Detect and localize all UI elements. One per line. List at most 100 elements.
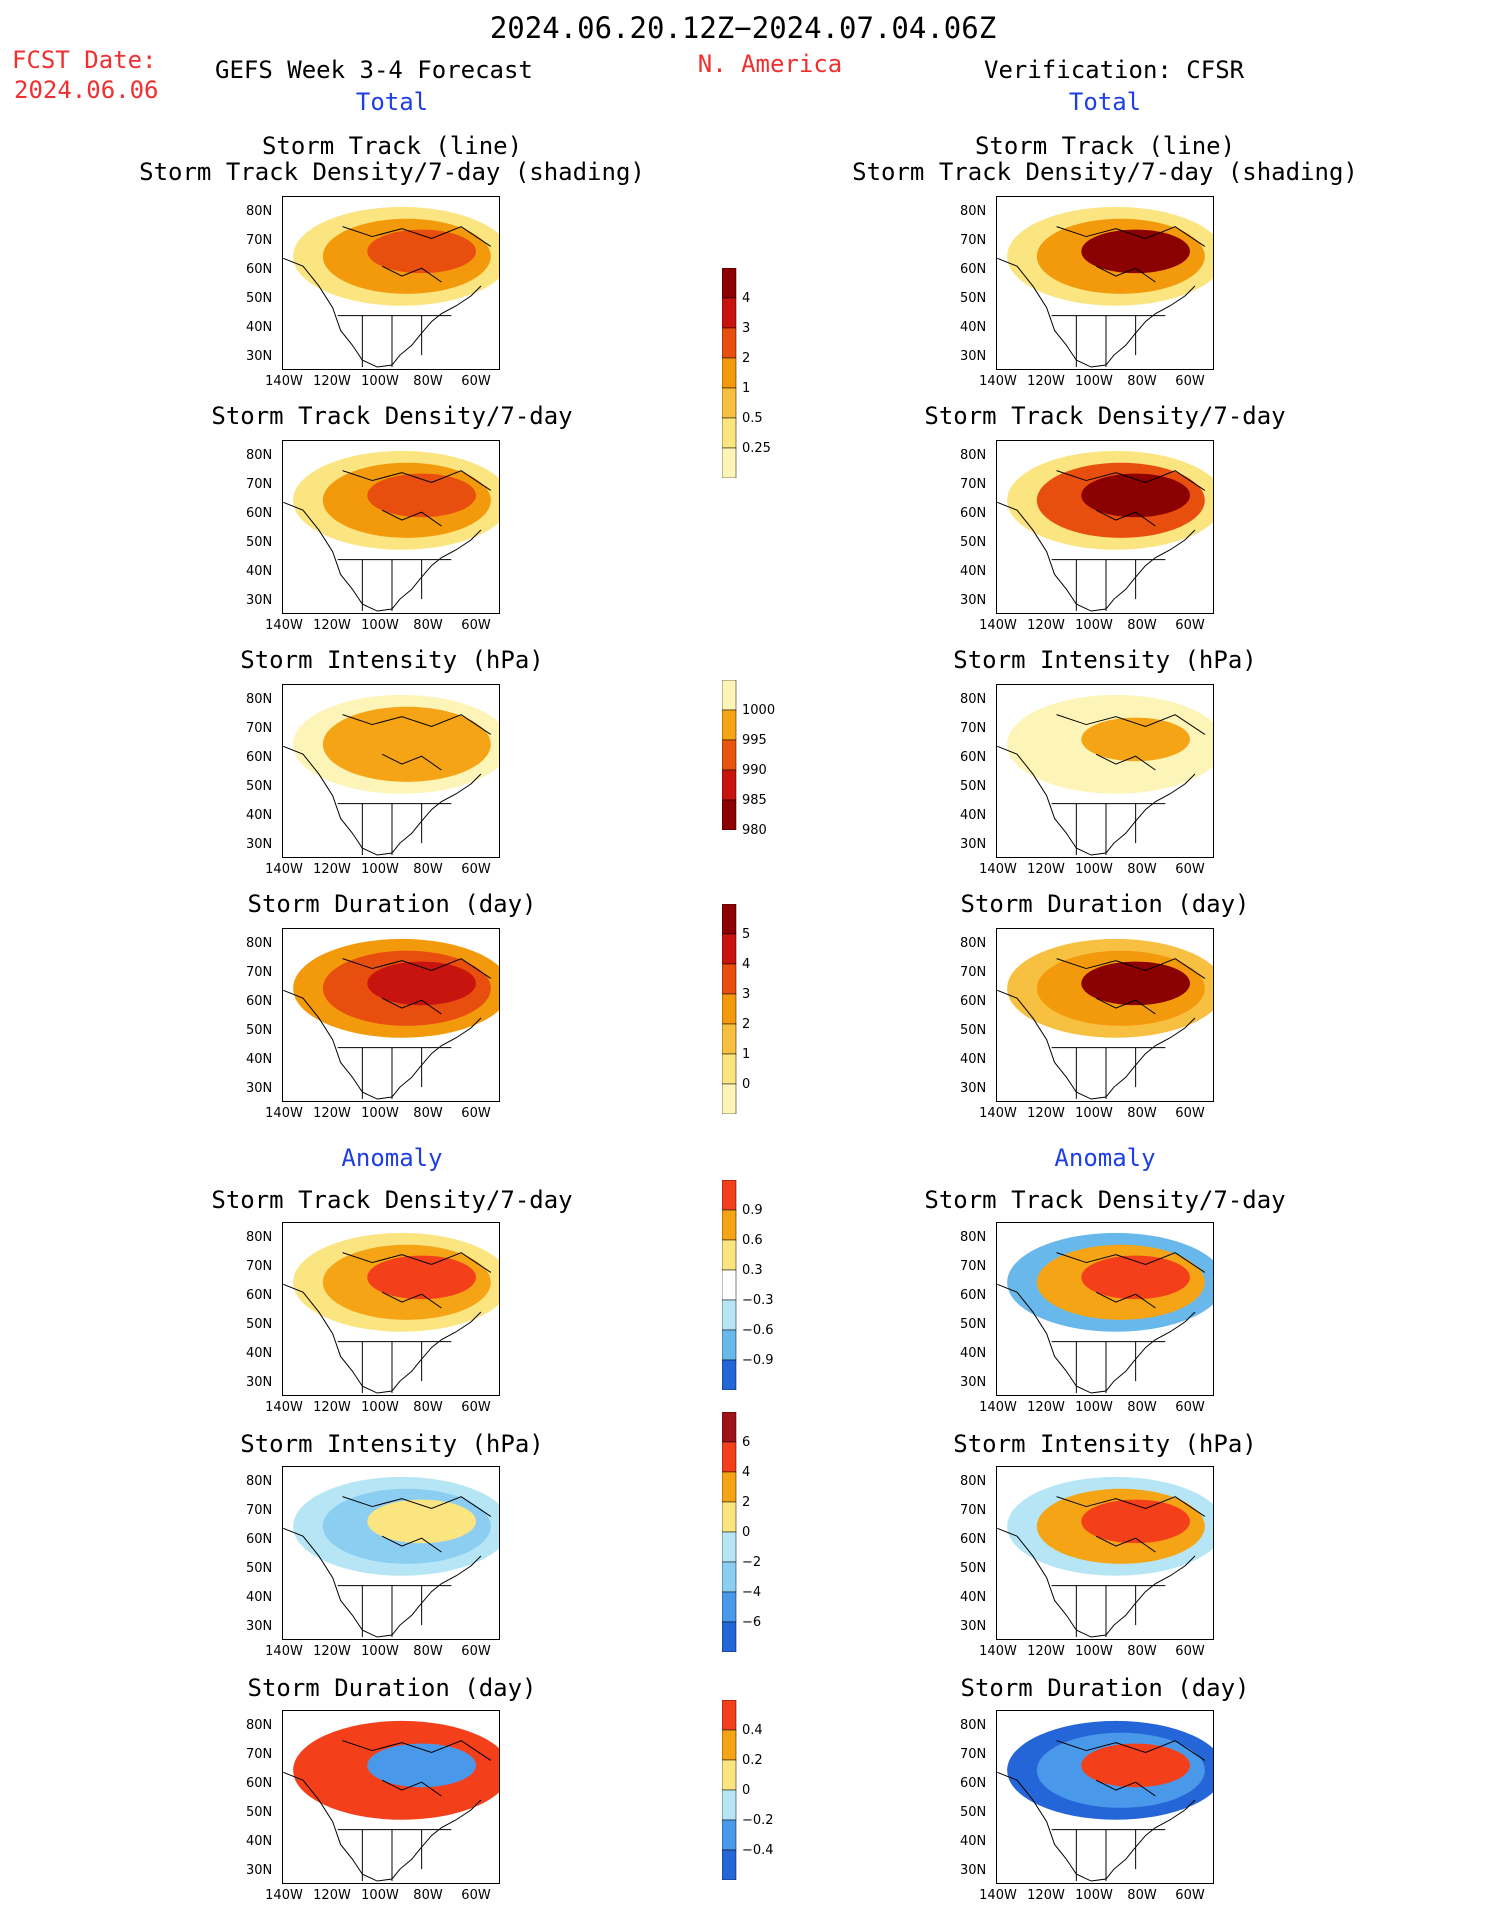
x-tick-label: 100W	[361, 374, 399, 389]
shading-core	[1081, 961, 1191, 1006]
x-tick-label: 140W	[979, 374, 1017, 389]
colorbar-label: 4	[742, 291, 751, 306]
y-tick-label: 40N	[246, 564, 273, 579]
colorbar-swatch	[721, 1329, 737, 1361]
x-tick-label: 60W	[461, 618, 491, 633]
map-panel-gefs-5	[282, 1222, 500, 1396]
colorbar-label: 995	[742, 733, 767, 748]
map-svg	[997, 206, 1213, 368]
colorbar-swatch	[721, 709, 737, 741]
colorbar-swatch	[721, 1239, 737, 1271]
y-tick-label: 60N	[246, 750, 273, 765]
colorbar-label: 4	[742, 957, 751, 972]
panel-title-intensity-left: Storm Intensity (hPa)	[240, 646, 544, 674]
y-tick-label: 40N	[246, 1590, 273, 1605]
panel-title-density-anom-right: Storm Track Density/7-day	[924, 1186, 1286, 1214]
panel-title-density-anom-left: Storm Track Density/7-day	[211, 1186, 573, 1214]
colorbar-swatch	[721, 799, 737, 831]
gefs-title: GEFS Week 3-4 Forecast	[215, 56, 533, 84]
y-tick-label: 50N	[960, 1561, 987, 1576]
colorbar-label: 985	[742, 793, 767, 808]
x-tick-label: 60W	[1175, 1106, 1205, 1121]
y-tick-label: 60N	[246, 994, 273, 1009]
colorbar-swatch	[721, 1441, 737, 1473]
x-tick-label: 140W	[265, 1106, 303, 1121]
colorbar-duration_anom	[721, 1699, 742, 1884]
y-tick-label: 80N	[246, 204, 273, 219]
colorbar-swatch	[721, 1359, 737, 1391]
colorbar-label: 0.4	[742, 1723, 763, 1738]
x-tick-label: 100W	[361, 862, 399, 877]
y-tick-label: 70N	[960, 1259, 987, 1274]
coastline	[997, 1496, 1206, 1638]
x-tick-label: 80W	[1127, 1888, 1157, 1903]
x-tick-label: 140W	[979, 862, 1017, 877]
panel-title-track-shading-left: Storm Track Density/7-day (shading)	[139, 158, 645, 186]
y-tick-label: 50N	[246, 291, 273, 306]
y-tick-label: 70N	[960, 477, 987, 492]
y-tick-label: 70N	[960, 721, 987, 736]
x-tick-label: 80W	[413, 374, 443, 389]
colorbar-svg	[721, 903, 737, 1115]
colorbar-label: 3	[742, 987, 751, 1002]
map-svg	[283, 1476, 499, 1638]
y-tick-label: 40N	[960, 1052, 987, 1067]
x-tick-label: 100W	[361, 1400, 399, 1415]
shading-core	[367, 229, 477, 274]
map-svg	[997, 1720, 1213, 1882]
x-tick-label: 80W	[1127, 862, 1157, 877]
x-tick-label: 100W	[1075, 1106, 1113, 1121]
coastline	[283, 1496, 492, 1638]
y-tick-label: 30N	[246, 1863, 273, 1878]
panel-title-track-shading-right: Storm Track Density/7-day (shading)	[852, 158, 1358, 186]
coastline	[283, 958, 492, 1100]
y-tick-label: 40N	[960, 564, 987, 579]
x-tick-label: 100W	[1075, 374, 1113, 389]
map-svg	[997, 938, 1213, 1100]
y-tick-label: 30N	[246, 593, 273, 608]
shading-core	[1081, 229, 1191, 274]
colorbar-label: 2	[742, 1017, 751, 1032]
colorbar-swatch	[721, 1053, 737, 1085]
x-tick-label: 120W	[1027, 618, 1065, 633]
map-panel-gefs-1	[282, 196, 500, 370]
y-tick-label: 40N	[246, 1346, 273, 1361]
colorbar-swatch	[721, 1591, 737, 1623]
x-tick-label: 140W	[979, 618, 1017, 633]
x-tick-label: 140W	[265, 1888, 303, 1903]
y-tick-label: 50N	[960, 1317, 987, 1332]
y-tick-label: 70N	[246, 1259, 273, 1274]
fcst-date-label: FCST Date:	[12, 46, 157, 74]
shading-core	[367, 961, 477, 1006]
y-tick-label: 80N	[246, 448, 273, 463]
colorbar-swatch	[721, 447, 737, 479]
colorbar-label: 990	[742, 763, 767, 778]
shading-core	[1081, 717, 1191, 762]
total-label-right: Total	[1068, 88, 1142, 116]
colorbar-label: 3	[742, 321, 751, 336]
colorbar-label: 1	[742, 1047, 751, 1062]
y-tick-label: 50N	[246, 1561, 273, 1576]
x-tick-label: 80W	[1127, 1644, 1157, 1659]
x-tick-label: 140W	[265, 618, 303, 633]
y-tick-label: 60N	[960, 1532, 987, 1547]
y-tick-label: 30N	[960, 349, 987, 364]
shading-core	[367, 1743, 477, 1788]
y-tick-label: 70N	[960, 1503, 987, 1518]
map-panel-gefs-2	[282, 440, 500, 614]
colorbar-svg	[721, 1699, 737, 1881]
colorbar-swatch	[721, 1759, 737, 1791]
y-tick-label: 30N	[960, 837, 987, 852]
colorbar-svg	[721, 1179, 737, 1391]
x-tick-label: 100W	[1075, 1400, 1113, 1415]
x-tick-label: 140W	[979, 1888, 1017, 1903]
date-range-title: 2024.06.20.12Z−2024.07.04.06Z	[489, 11, 997, 45]
y-tick-label: 60N	[960, 506, 987, 521]
y-tick-label: 50N	[960, 1023, 987, 1038]
colorbar-swatch	[721, 1501, 737, 1533]
y-tick-label: 60N	[246, 262, 273, 277]
y-tick-label: 60N	[960, 994, 987, 1009]
map-svg	[283, 938, 499, 1100]
colorbar-density_total	[721, 267, 742, 482]
colorbar-swatch	[721, 1471, 737, 1503]
